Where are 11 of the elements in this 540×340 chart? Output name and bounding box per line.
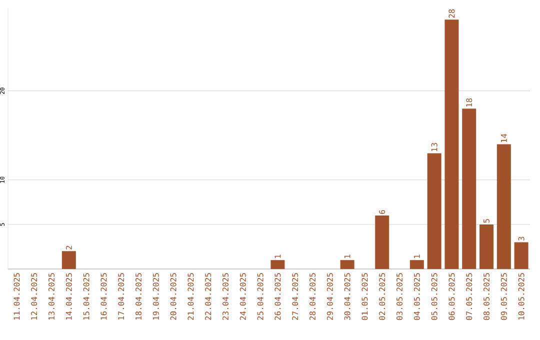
- bar: [375, 216, 390, 269]
- bar: [340, 260, 354, 269]
- bar: [410, 260, 424, 269]
- bar: [444, 20, 459, 269]
- bar: [496, 144, 511, 269]
- bar: [427, 153, 442, 269]
- bar: [514, 242, 528, 269]
- bar: [462, 108, 476, 269]
- bar: [270, 260, 285, 269]
- bar: [480, 224, 494, 269]
- bar: [62, 251, 76, 269]
